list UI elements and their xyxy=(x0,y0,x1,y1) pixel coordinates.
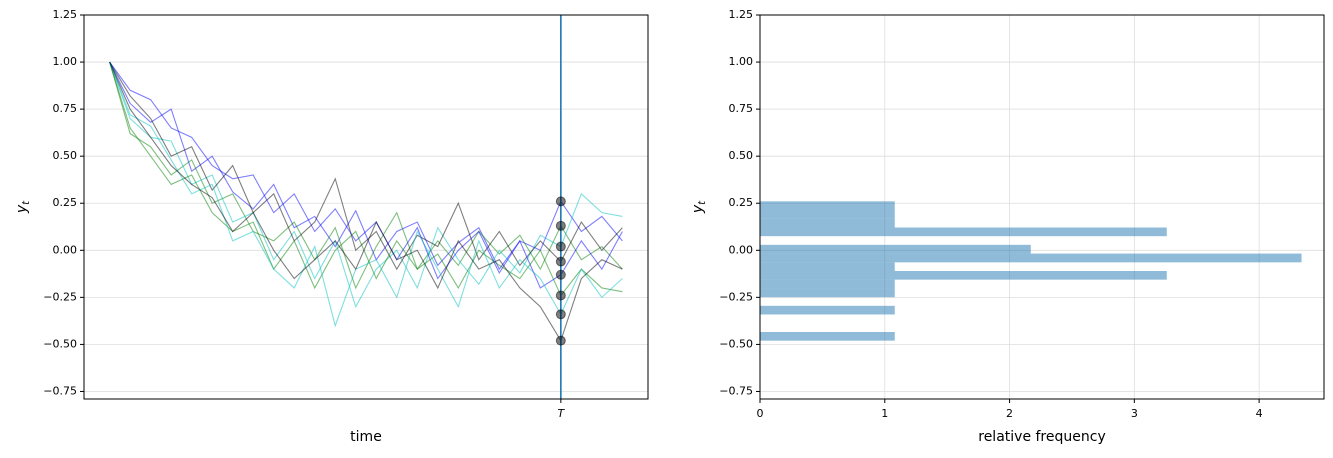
y-tick-label: 0.25 xyxy=(53,196,78,209)
y-axis-label-sub: t xyxy=(697,200,708,205)
series-line xyxy=(109,61,623,271)
bar xyxy=(760,201,895,211)
axes-frame xyxy=(759,14,1325,400)
series-line xyxy=(109,61,623,297)
y-tick-label: −0.25 xyxy=(43,290,77,303)
y-axis-label-sub: t xyxy=(21,200,32,205)
x-axis-label: time xyxy=(350,429,382,445)
bar xyxy=(760,227,1167,237)
x-tick-label: T xyxy=(557,407,565,420)
y-tick-label: 1.00 xyxy=(729,55,754,68)
point xyxy=(555,220,566,231)
y-tick-label: 0.75 xyxy=(729,102,754,115)
x-tick-label: 2 xyxy=(1006,407,1013,420)
y-tick-label: 1.25 xyxy=(53,8,78,21)
point xyxy=(555,256,566,267)
bar xyxy=(760,244,1031,254)
y-tick-label: −0.50 xyxy=(719,337,753,350)
bar xyxy=(760,288,895,298)
bar xyxy=(760,210,895,219)
y-tick-label: −0.50 xyxy=(43,337,77,350)
x-tick-label: 0 xyxy=(757,407,764,420)
y-tick-label: 0.00 xyxy=(53,243,78,256)
point xyxy=(555,290,566,301)
bar xyxy=(760,271,1167,280)
bar xyxy=(760,253,1302,263)
series-line xyxy=(109,61,623,328)
point xyxy=(555,196,566,207)
point xyxy=(555,241,566,252)
plot-area xyxy=(760,15,1324,399)
y-tick-label: 0.75 xyxy=(53,102,78,115)
bar xyxy=(760,279,895,289)
y-tick-label: −0.75 xyxy=(43,384,77,397)
bar xyxy=(760,305,895,315)
point xyxy=(555,309,566,320)
y-tick-label: 1.00 xyxy=(53,55,78,68)
y-axis-label: yt xyxy=(690,200,708,214)
bar xyxy=(760,218,895,228)
series-line xyxy=(109,61,623,290)
y-tick-label: −0.75 xyxy=(719,384,753,397)
y-tick-label: 0.00 xyxy=(729,243,754,256)
y-tick-label: 0.50 xyxy=(53,149,78,162)
point xyxy=(555,269,566,280)
series-line xyxy=(109,61,623,271)
series-line xyxy=(109,61,623,342)
series-line xyxy=(109,61,623,289)
y-tick-label: 1.25 xyxy=(729,8,754,21)
plot-area xyxy=(84,15,648,399)
point xyxy=(555,335,566,346)
y-axis-label-base: y xyxy=(690,204,706,214)
x-tick-label: 1 xyxy=(881,407,888,420)
y-tick-label: 0.25 xyxy=(729,196,754,209)
axes-frame xyxy=(83,14,649,400)
x-tick-label: 4 xyxy=(1256,407,1263,420)
bar xyxy=(760,331,895,341)
series-line xyxy=(109,61,623,309)
x-tick-label: 3 xyxy=(1131,407,1138,420)
y-axis-label-base: y xyxy=(14,204,30,214)
y-tick-label: −0.25 xyxy=(719,290,753,303)
bar xyxy=(760,262,895,271)
y-axis-label: yt xyxy=(14,200,32,214)
y-tick-label: 0.50 xyxy=(729,149,754,162)
x-axis-label: relative frequency xyxy=(978,429,1105,445)
